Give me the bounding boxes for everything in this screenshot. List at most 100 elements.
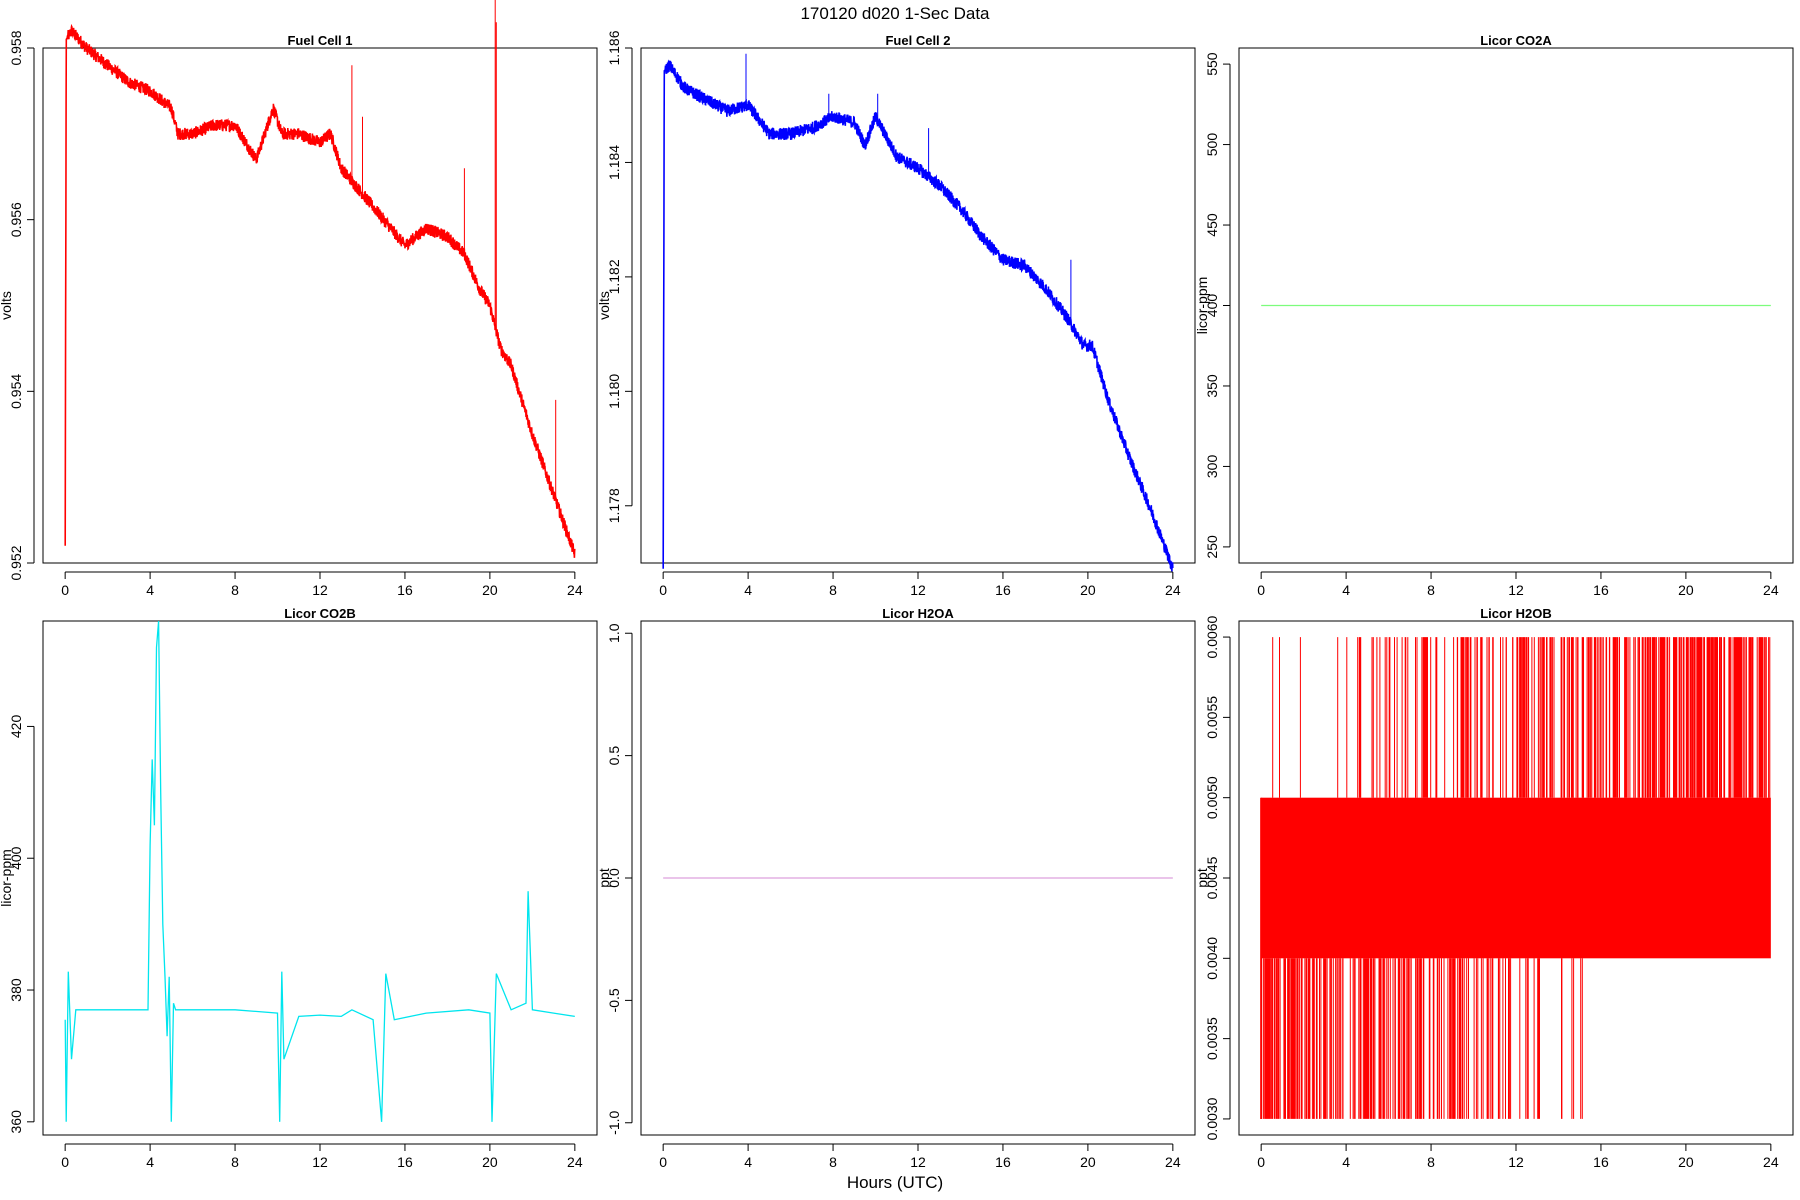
licor-co2b-x-tick-label: 16 — [397, 1154, 413, 1170]
licor-h2ob-y-tick-label: 0.0040 — [1204, 937, 1220, 980]
licor-co2a-title: Licor CO2A — [1480, 33, 1552, 48]
fuel-cell-1-y-tick-label: 0.956 — [8, 202, 24, 237]
panel-licor-co2a: Licor CO2A 0 4 8 12 16 20 24 250 300 350 400 450 500 5… — [1194, 33, 1794, 598]
fuel-cell-2-x-tick-label: 12 — [910, 582, 926, 598]
licor-h2oa-x-tick-label: 8 — [829, 1154, 837, 1170]
licor-co2b-x-tick-label: 20 — [482, 1154, 498, 1170]
fuel-cell-1-x-tick-label: 0 — [61, 582, 69, 598]
licor-h2oa-y-tick-label: -0.5 — [606, 988, 622, 1012]
licor-h2ob-y-tick-label: 0.0055 — [1204, 696, 1220, 739]
fuel-cell-2-title: Fuel Cell 2 — [885, 33, 950, 48]
licor-co2a-y-tick-label: 300 — [1204, 455, 1220, 479]
licor-h2oa-x-tick-label: 16 — [995, 1154, 1011, 1170]
licor-h2ob-x-tick-label: 12 — [1508, 1154, 1524, 1170]
licor-h2ob-y-tick-label: 0.0050 — [1204, 776, 1220, 819]
fuel-cell-2-x-tick-label: 16 — [995, 582, 1011, 598]
licor-co2b-x-tick-label: 4 — [146, 1154, 154, 1170]
fuel-cell-1-x-tick-label: 20 — [482, 582, 498, 598]
licor-co2b-x-axis: 0 4 8 12 16 20 24 — [61, 1143, 583, 1170]
licor-h2ob-series — [1260, 637, 1771, 1119]
licor-co2b-x-tick-label: 8 — [231, 1154, 239, 1170]
fuel-cell-2-plot-frame — [640, 47, 1196, 564]
licor-co2a-y-label: licor-ppm — [1194, 277, 1210, 335]
fuel-cell-2-y-tick-label: 1.180 — [606, 374, 622, 409]
licor-h2ob-y-tick-label: 0.0060 — [1204, 615, 1220, 658]
fuel-cell-2-x-tick-label: 8 — [829, 582, 837, 598]
fuel-cell-2-x-tick-label: 20 — [1080, 582, 1096, 598]
licor-co2a-x-tick-label: 4 — [1342, 582, 1350, 598]
fuel-cell-2-y-label: volts — [596, 291, 612, 320]
licor-h2oa-y-label: ppt — [596, 868, 612, 888]
licor-h2ob-x-tick-label: 16 — [1593, 1154, 1609, 1170]
licor-h2oa-plot-frame — [640, 620, 1196, 1136]
fuel-cell-2-data-line — [662, 59, 1174, 572]
licor-co2a-x-tick-label: 12 — [1508, 582, 1524, 598]
licor-co2a-x-tick-label: 16 — [1593, 582, 1609, 598]
licor-co2a-y-tick-label: 350 — [1204, 374, 1220, 398]
fuel-cell-1-y-label: volts — [0, 291, 14, 320]
fuel-cell-2-x-tick-label: 24 — [1165, 582, 1181, 598]
fuel-cell-2-spikes — [745, 53, 1072, 325]
licor-h2oa-y-axis: -1.0 -0.5 0.0 0.5 1.0 — [606, 623, 633, 1135]
fuel-cell-1-series — [64, 0, 576, 558]
licor-h2oa-x-axis: 0 4 8 12 16 20 24 — [659, 1143, 1181, 1170]
licor-co2b-y-tick-label: 400 — [8, 846, 24, 870]
licor-co2a-x-tick-label: 0 — [1257, 582, 1265, 598]
licor-h2oa-title: Licor H2OA — [882, 606, 954, 621]
licor-h2ob-data-band — [1261, 797, 1771, 959]
licor-co2b-y-tick-label: 380 — [8, 978, 24, 1002]
panel-fuel-cell-1: Fuel Cell 10 4 8 12 16 20 240.9520.9540.9560.9… — [0, 0, 598, 598]
licor-h2ob-y-axis: 0.0030 0.0035 0.0040 0.0045 0.0050 0.0055 0.00… — [1204, 615, 1231, 1140]
fuel-cell-1-y-tick-label: 0.952 — [8, 545, 24, 580]
licor-h2oa-y-tick-label: 1.0 — [606, 623, 622, 643]
licor-h2oa-x-tick-label: 20 — [1080, 1154, 1096, 1170]
licor-co2b-x-tick-label: 0 — [61, 1154, 69, 1170]
licor-co2b-x-tick-label: 24 — [567, 1154, 583, 1170]
licor-co2b-y-tick-label: 360 — [8, 1110, 24, 1134]
fuel-cell-1-x-axis: 0 4 8 12 16 20 24 — [61, 571, 583, 598]
licor-h2ob-plot-frame — [1238, 620, 1794, 1136]
licor-h2oa-y-tick-label: 0.0 — [606, 868, 622, 888]
fuel-cell-1-y-axis: 0.952 0.954 0.956 0.958 — [8, 30, 35, 581]
fuel-cell-1-x-tick-label: 12 — [312, 582, 328, 598]
licor-h2ob-x-tick-label: 4 — [1342, 1154, 1350, 1170]
licor-co2a-x-tick-label: 8 — [1427, 582, 1435, 598]
licor-co2a-y-tick-label: 550 — [1204, 52, 1220, 76]
licor-co2b-y-tick-label: 420 — [8, 715, 24, 739]
fuel-cell-1-x-tick-label: 16 — [397, 582, 413, 598]
licor-co2a-y-tick-label: 450 — [1204, 213, 1220, 237]
licor-h2oa-y-tick-label: 0.5 — [606, 746, 622, 766]
fuel-cell-1-y-tick-label: 0.954 — [8, 374, 24, 409]
licor-co2a-y-tick-label: 400 — [1204, 294, 1220, 318]
licor-h2ob-x-tick-label: 20 — [1678, 1154, 1694, 1170]
fuel-cell-1-data-line — [64, 23, 576, 558]
panel-licor-h2oa: Licor H2OA 0 4 8 12 16 20 24 -1.0 -0.5 0.0 0.5 1.0 pp… — [596, 606, 1196, 1170]
licor-co2a-y-tick-label: 250 — [1204, 535, 1220, 559]
fuel-cell-1-x-tick-label: 24 — [567, 582, 583, 598]
fuel-cell-1-title: Fuel Cell 1 — [287, 33, 352, 48]
licor-h2ob-x-axis: 0 4 8 12 16 20 24 — [1257, 1143, 1779, 1170]
licor-co2b-y-axis: 360 380 400 420 — [8, 715, 35, 1134]
fuel-cell-1-plot-frame — [42, 47, 598, 564]
licor-h2ob-y-tick-label: 0.0035 — [1204, 1017, 1220, 1060]
fuel-cell-2-series — [662, 53, 1174, 572]
licor-co2b-title: Licor CO2B — [284, 606, 356, 621]
licor-h2oa-x-tick-label: 0 — [659, 1154, 667, 1170]
licor-h2oa-x-tick-label: 4 — [744, 1154, 752, 1170]
licor-h2ob-x-tick-label: 0 — [1257, 1154, 1265, 1170]
licor-h2ob-y-tick-label: 0.0045 — [1204, 856, 1220, 899]
fuel-cell-2-y-tick-label: 1.186 — [606, 30, 622, 65]
licor-h2oa-y-tick-label: -1.0 — [606, 1110, 622, 1134]
fuel-cell-2-x-tick-label: 4 — [744, 582, 752, 598]
fuel-cell-2-x-axis: 0 4 8 12 16 20 24 — [659, 571, 1181, 598]
licor-h2oa-x-tick-label: 24 — [1165, 1154, 1181, 1170]
fuel-cell-1-y-tick-label: 0.958 — [8, 30, 24, 65]
fuel-cell-1-spikes — [351, 0, 557, 501]
fuel-cell-2-x-tick-label: 0 — [659, 582, 667, 598]
licor-co2b-y-label: licor-ppm — [0, 849, 14, 907]
licor-h2ob-x-tick-label: 24 — [1763, 1154, 1779, 1170]
licor-co2a-x-tick-label: 24 — [1763, 582, 1779, 598]
